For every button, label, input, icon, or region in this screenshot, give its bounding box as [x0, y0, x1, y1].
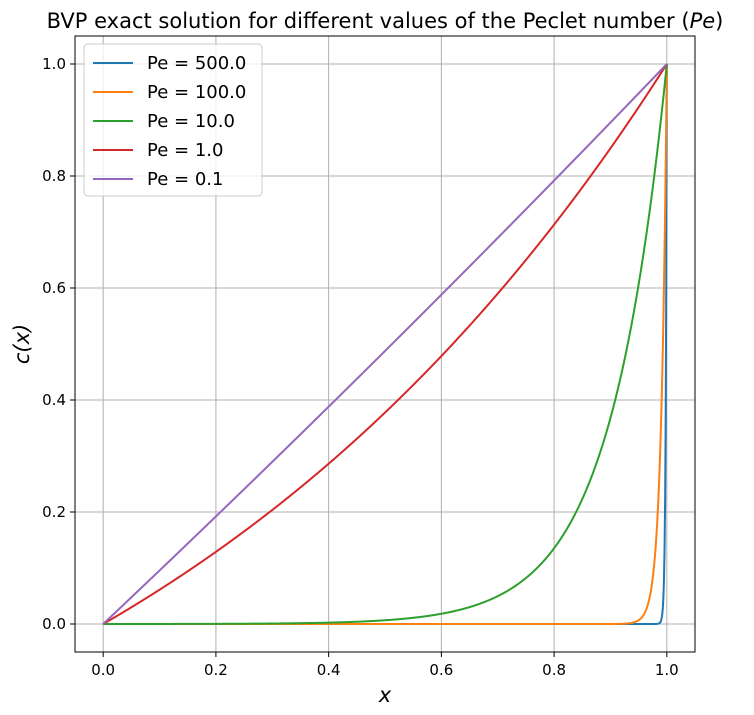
legend-label: Pe = 100.0 [147, 82, 246, 103]
y-tick-label: 0.6 [42, 279, 66, 297]
x-tick-label: 1.0 [655, 661, 679, 679]
series-line-pe-10 [102, 63, 668, 625]
legend-label: Pe = 0.1 [147, 169, 223, 190]
legend-box [83, 43, 263, 197]
tick-layer: 0.0 0.2 0.4 0.6 0.8 1.0 0.0 0.2 0.4 0.6 0.8 1.0 [42, 55, 679, 679]
series-line-pe-1 [102, 63, 668, 625]
legend-label: Pe = 1.0 [147, 140, 223, 161]
chart-title-main: BVP exact solution for different values … [47, 9, 690, 33]
y-axis-label: c(x) [10, 324, 34, 364]
chart-title-close: ) [715, 9, 723, 33]
series-layer [102, 63, 668, 625]
x-axis-label: x [378, 683, 392, 707]
legend-label: Pe = 10.0 [147, 111, 235, 132]
series-line-pe-0-1 [102, 63, 668, 625]
x-tick-label: 0.6 [429, 661, 453, 679]
x-tick-label: 0.2 [204, 661, 228, 679]
x-tick-label: 0.4 [317, 661, 341, 679]
y-tick-label: 0.2 [42, 503, 66, 521]
y-tick-label: 1.0 [42, 55, 66, 73]
x-tick-label: 0.8 [542, 661, 566, 679]
legend: Pe = 500.0 Pe = 100.0 Pe = 10.0 Pe = 1.0 Pe … [83, 43, 263, 197]
y-tick-label: 0.4 [42, 391, 66, 409]
x-tick-label: 0.0 [91, 661, 115, 679]
legend-label: Pe = 500.0 [147, 53, 246, 74]
y-tick-label: 0.8 [42, 167, 66, 185]
y-tick-label: 0.0 [42, 615, 66, 633]
plot-frame [74, 35, 696, 653]
chart-title-symbol: Pe [690, 9, 716, 33]
chart-title: BVP exact solution for different values … [47, 9, 724, 33]
